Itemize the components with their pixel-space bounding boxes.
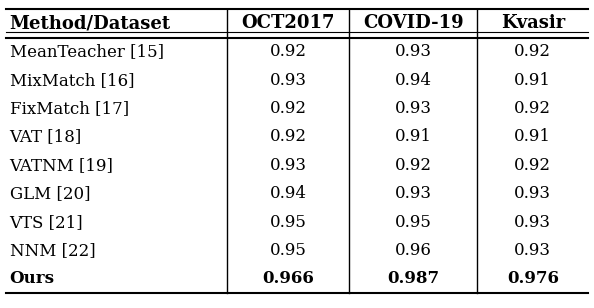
Text: VATNM [19]: VATNM [19] [10, 157, 113, 174]
Text: 0.91: 0.91 [514, 128, 551, 145]
Text: 0.92: 0.92 [395, 157, 432, 174]
Text: 0.92: 0.92 [514, 157, 551, 174]
Text: 0.92: 0.92 [514, 100, 551, 117]
Text: COVID-19: COVID-19 [363, 14, 464, 32]
Text: OCT2017: OCT2017 [242, 14, 335, 32]
Text: NNM [22]: NNM [22] [10, 242, 95, 259]
Text: 0.987: 0.987 [387, 270, 440, 287]
Text: 0.966: 0.966 [263, 270, 314, 287]
Text: 0.95: 0.95 [395, 214, 432, 231]
Text: 0.96: 0.96 [395, 242, 432, 259]
Text: 0.93: 0.93 [395, 43, 432, 60]
Text: 0.93: 0.93 [270, 72, 307, 89]
Text: 0.93: 0.93 [514, 185, 551, 202]
Text: 0.93: 0.93 [514, 242, 551, 259]
Text: 0.93: 0.93 [514, 214, 551, 231]
Text: MeanTeacher [15]: MeanTeacher [15] [10, 43, 163, 60]
Text: 0.94: 0.94 [395, 72, 432, 89]
Text: VTS [21]: VTS [21] [10, 214, 83, 231]
Text: GLM [20]: GLM [20] [10, 185, 90, 202]
Text: 0.93: 0.93 [395, 100, 432, 117]
Text: 0.92: 0.92 [270, 43, 307, 60]
Text: FixMatch [17]: FixMatch [17] [10, 100, 129, 117]
Text: Method/Dataset: Method/Dataset [10, 14, 170, 32]
Text: 0.93: 0.93 [270, 157, 307, 174]
Text: Ours: Ours [10, 270, 55, 287]
Text: 0.95: 0.95 [270, 242, 307, 259]
Text: 0.93: 0.93 [395, 185, 432, 202]
Text: 0.91: 0.91 [395, 128, 432, 145]
Text: MixMatch [16]: MixMatch [16] [10, 72, 134, 89]
Text: 0.95: 0.95 [270, 214, 307, 231]
Text: 0.92: 0.92 [514, 43, 551, 60]
Text: 0.92: 0.92 [270, 128, 307, 145]
Text: 0.92: 0.92 [270, 100, 307, 117]
Text: Kvasir: Kvasir [501, 14, 565, 32]
Text: VAT [18]: VAT [18] [10, 128, 82, 145]
Text: 0.976: 0.976 [507, 270, 559, 287]
Text: 0.94: 0.94 [270, 185, 307, 202]
Text: 0.91: 0.91 [514, 72, 551, 89]
